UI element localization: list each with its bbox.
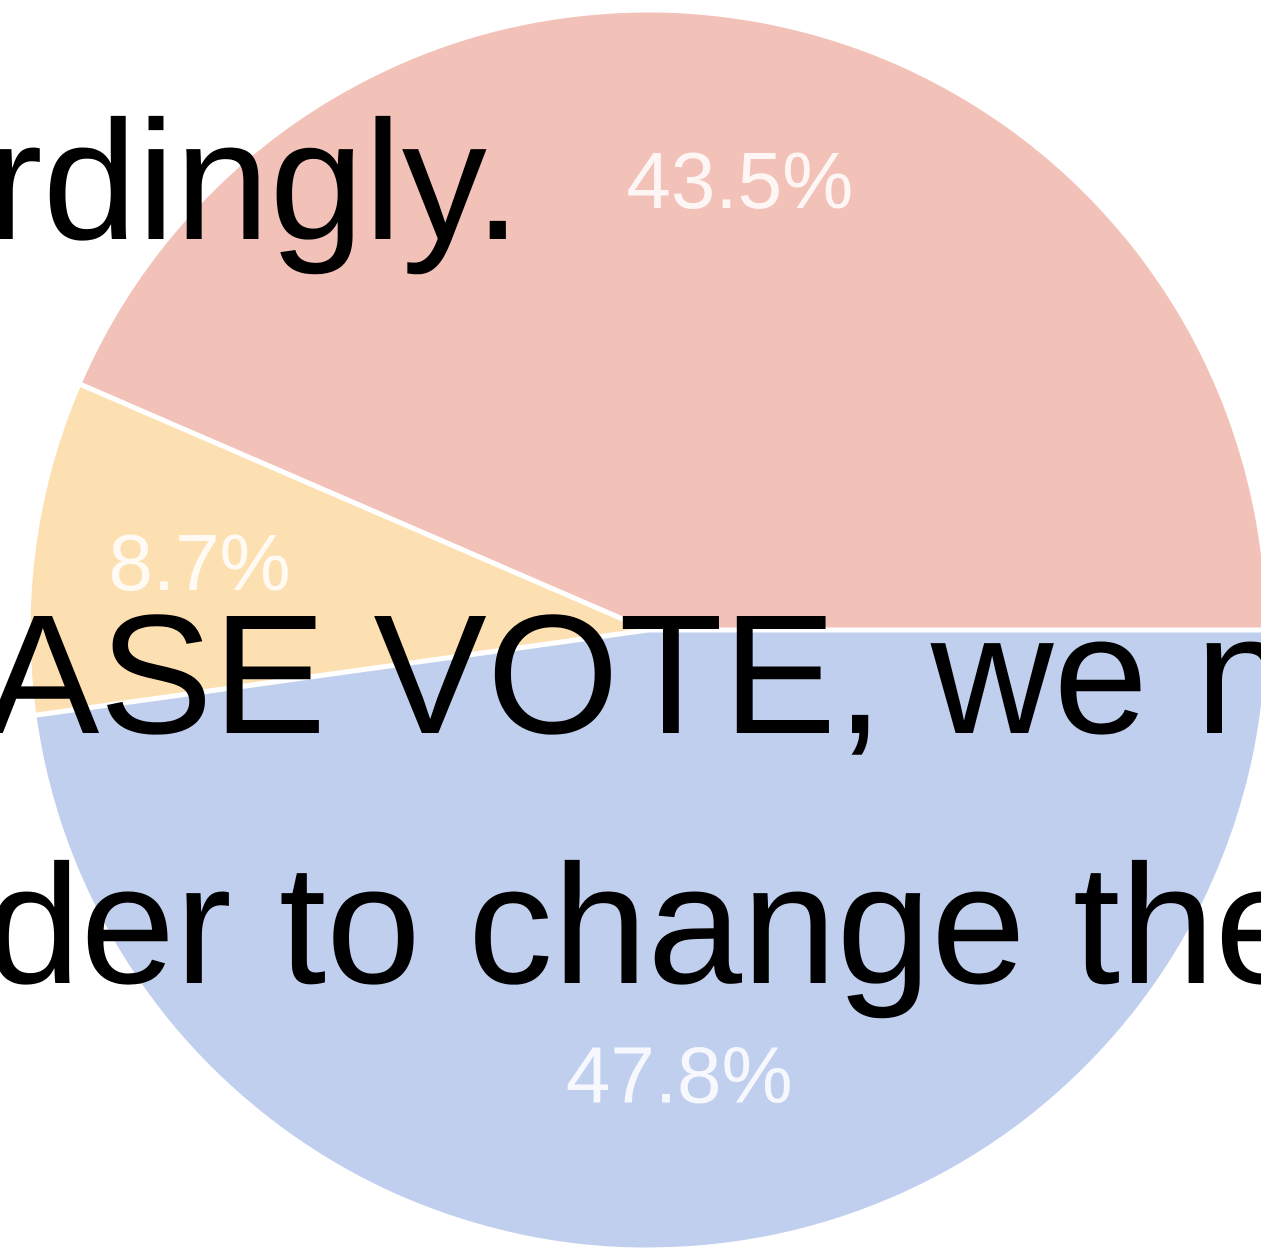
overlay-text-line-3: der to change the — [0, 840, 1261, 1010]
overlay-text-line-1: rdingly. — [0, 96, 521, 266]
pie-slice-label-3: 47.8% — [566, 1031, 793, 1120]
overlay-text-line-2: ASE VOTE, we ne — [0, 590, 1261, 760]
pie-slice-label-1: 43.5% — [626, 136, 853, 225]
